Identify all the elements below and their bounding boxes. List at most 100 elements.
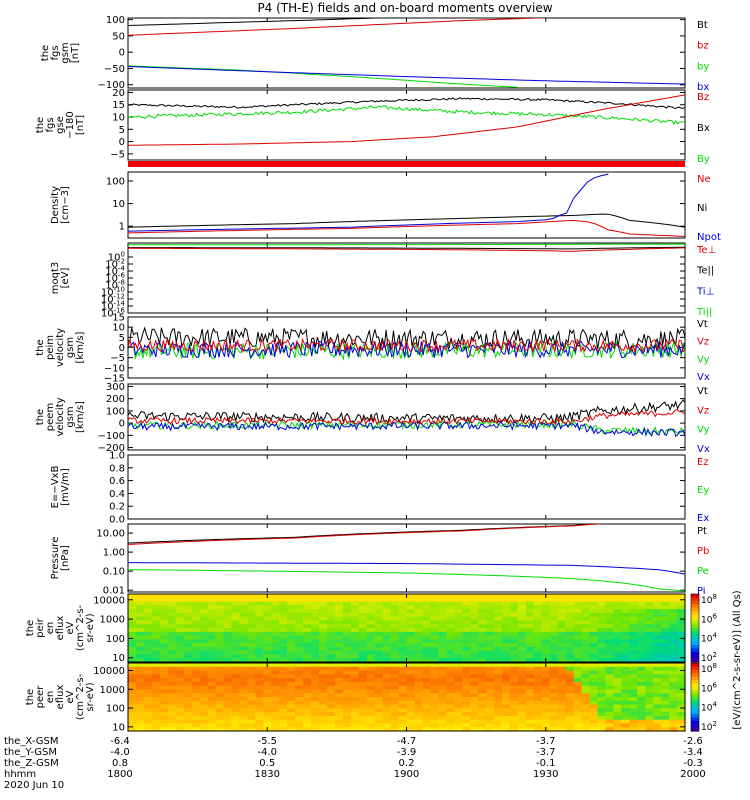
spectrogram-cell	[287, 666, 296, 672]
y-axis-label: eV	[65, 690, 76, 703]
spectrogram-cell	[271, 658, 280, 663]
spectrogram-cell	[613, 597, 622, 603]
spectrogram-cell	[462, 712, 471, 717]
spectrogram-cell	[605, 635, 614, 640]
spectrogram-cell	[669, 693, 678, 698]
spectrogram-cell	[167, 601, 177, 606]
spectrogram-cell	[637, 666, 646, 672]
spectrogram-cell	[621, 697, 630, 702]
spectrogram-cell	[565, 723, 575, 728]
spectrogram-cell	[502, 712, 511, 717]
spectrogram-cell	[279, 658, 288, 663]
spectrogram-cell	[231, 715, 240, 721]
y-tick-label: 100	[106, 15, 125, 26]
spectrogram-cell	[557, 605, 567, 610]
spectrogram-cell	[382, 594, 392, 599]
spectrogram-cell	[239, 654, 248, 659]
spectrogram-cell	[454, 635, 463, 640]
spectrogram-cell	[462, 681, 471, 687]
spectrogram-cell	[263, 693, 272, 698]
spectrogram-cell	[525, 670, 535, 675]
spectrogram-cell	[597, 708, 607, 713]
spectrogram-cell	[621, 620, 630, 625]
spectrogram-cell	[565, 628, 575, 633]
spectrogram-cell	[661, 666, 670, 672]
series-line-blue	[128, 66, 685, 85]
spectrogram-cell	[239, 674, 248, 679]
spectrogram-cell	[653, 670, 662, 675]
spectrogram-cell	[446, 704, 455, 709]
spectrogram-cell	[661, 708, 670, 713]
y-axis-label: eflux	[55, 616, 66, 641]
spectrogram-cell	[677, 708, 686, 713]
spectrogram-cell	[438, 719, 447, 725]
spectrogram-cell	[342, 646, 352, 652]
spectrogram-cell	[613, 616, 622, 622]
spectrogram-cell	[517, 597, 527, 603]
spectrogram-cell	[541, 723, 551, 728]
spectrogram-cell	[350, 631, 360, 637]
spectrogram-cell	[462, 666, 471, 672]
spectrogram-cell	[199, 646, 209, 652]
spectrogram-cell	[549, 635, 559, 640]
spectrogram-cell	[350, 670, 360, 675]
spectrogram-cell	[175, 597, 185, 603]
spectrogram-cell	[470, 631, 479, 637]
spectrogram-cell	[303, 650, 312, 656]
spectrogram-cell	[605, 601, 614, 606]
spectrogram-cell	[581, 605, 591, 610]
spectrogram-cell	[509, 620, 519, 625]
spectrogram-cell	[478, 697, 487, 702]
spectrogram-cell	[342, 628, 352, 633]
spectrogram-cell	[454, 601, 463, 606]
spectrogram-cell	[430, 700, 439, 706]
spectrogram-cell	[143, 597, 153, 603]
spectrogram-cell	[287, 601, 296, 606]
spectrogram-cell	[637, 654, 646, 659]
spectrogram-cell	[637, 704, 646, 709]
spectrogram-cell	[215, 597, 225, 603]
spectrogram-cell	[350, 715, 360, 721]
spectrogram-cell	[470, 678, 479, 683]
spectrogram-cell	[462, 715, 471, 721]
spectrogram-cell	[231, 643, 240, 648]
spectrogram-cell	[581, 715, 591, 721]
spectrogram-cell	[151, 712, 161, 717]
spectrogram-cell	[494, 670, 503, 675]
spectrogram-cell	[271, 601, 280, 606]
spectrogram-cell	[446, 616, 455, 622]
colorbar-segment	[691, 666, 699, 671]
y-tick-label: 0	[119, 343, 125, 354]
spectrogram-cell	[597, 605, 607, 610]
spectrogram-cell	[637, 601, 646, 606]
spectrogram-cell	[454, 620, 463, 625]
spectrogram-cell	[486, 628, 495, 633]
spectrogram-cell	[509, 601, 519, 606]
spectrogram-cell	[199, 624, 209, 629]
spectrogram-cell	[350, 616, 360, 622]
legend-entry: Te⊥	[696, 245, 716, 256]
spectrogram-cell	[326, 674, 336, 679]
spectrogram-cell	[175, 609, 185, 614]
spectrogram-cell	[645, 712, 654, 717]
spectrogram-cell	[342, 658, 352, 663]
spectrogram-cell	[629, 628, 638, 633]
spectrogram-cell	[350, 639, 360, 644]
spectrogram-cell	[183, 650, 193, 656]
spectrogram-cell	[581, 612, 591, 618]
spectrogram-cell	[303, 674, 312, 679]
spectrogram-cell	[677, 674, 686, 679]
spectrogram-cell	[406, 650, 416, 656]
spectrogram-cell	[167, 646, 177, 652]
spectrogram-cell	[382, 697, 392, 702]
spectrogram-cell	[637, 697, 646, 702]
spectrogram-cell	[525, 624, 535, 629]
spectrogram-cell	[517, 612, 527, 618]
spectrogram-cell	[215, 639, 225, 644]
spectrogram-cell	[350, 723, 360, 728]
spectrogram-cell	[557, 681, 567, 687]
spectrogram-cell	[557, 666, 567, 672]
spectrogram-cell	[159, 681, 169, 687]
spectrogram-cell	[239, 616, 248, 622]
spectrogram-cell	[311, 697, 320, 702]
